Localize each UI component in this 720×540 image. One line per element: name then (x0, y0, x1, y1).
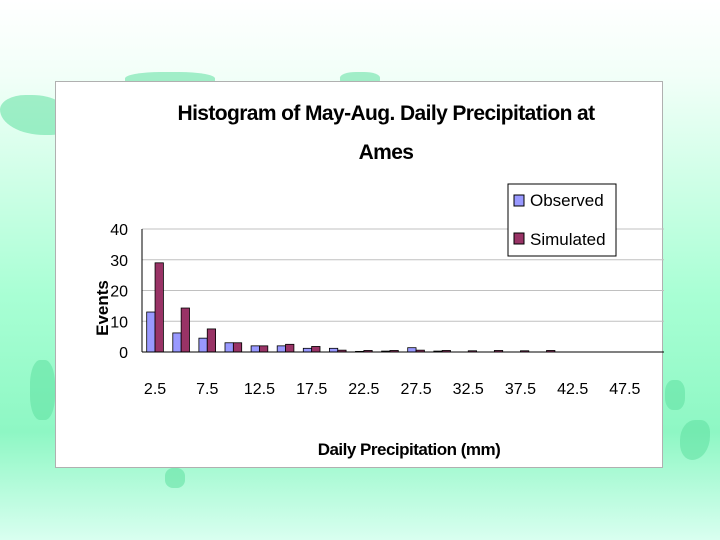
chart-panel: Histogram of May-Aug. Daily Precipitatio… (55, 81, 664, 468)
decorative-shape (665, 380, 685, 410)
legend-box (507, 183, 617, 257)
y-tick-label: 40 (110, 222, 128, 239)
bar-simulated-3 (232, 342, 243, 353)
bar-simulated-1 (180, 307, 190, 353)
bar-observed-1 (172, 332, 182, 353)
x-tick-label: 42.5 (557, 381, 588, 398)
bar-observed-4 (250, 345, 260, 353)
legend-swatch-observed (513, 194, 525, 207)
bar-observed-2 (198, 337, 208, 353)
histogram-chart: Histogram of May-Aug. Daily Precipitatio… (93, 102, 664, 459)
bar-simulated-5 (285, 343, 295, 353)
decorative-shape (680, 420, 710, 460)
legend-label-observed: Observed (530, 191, 604, 210)
y-tick-label: 0 (119, 345, 128, 362)
bar-observed-3 (224, 342, 234, 353)
bar-observed-6 (302, 347, 313, 353)
legend: Observed Simulated (507, 183, 617, 257)
chart-title-line-1: Histogram of May-Aug. Daily Precipitatio… (178, 102, 596, 125)
bar-simulated-4 (259, 345, 269, 353)
y-tick-label: 10 (110, 314, 128, 331)
bar-observed-5 (276, 345, 286, 353)
bars (146, 262, 556, 353)
x-tick-label: 22.5 (348, 381, 379, 398)
x-tick-label: 7.5 (196, 381, 218, 398)
x-tick-label: 12.5 (244, 381, 275, 398)
decorative-shape (30, 360, 55, 420)
y-tick-labels: 0 10 20 30 40 (110, 222, 128, 362)
axes (141, 229, 664, 353)
y-tick-label: 30 (110, 253, 128, 270)
chart-title-line-2: Ames (359, 141, 414, 164)
bar-observed-0 (146, 311, 156, 353)
decorative-shape (165, 468, 185, 488)
y-tick-label: 20 (110, 284, 128, 301)
x-tick-label: 47.5 (609, 381, 640, 398)
bar-observed-10 (407, 347, 417, 353)
bar-simulated-0 (154, 262, 164, 353)
x-tick-label: 32.5 (453, 381, 484, 398)
bar-observed-7 (328, 347, 339, 353)
x-tick-labels: 2.5 7.5 12.5 17.5 22.5 27.5 32.5 37.5 42.5 47.5 (144, 381, 641, 398)
bar-simulated-6 (311, 346, 321, 353)
bar-simulated-2 (206, 328, 217, 353)
x-axis-title: Daily Precipitation (mm) (318, 440, 501, 459)
x-tick-label: 2.5 (144, 381, 166, 398)
legend-swatch-simulated (513, 232, 525, 245)
y-axis-title: Events (93, 280, 112, 336)
x-tick-label: 17.5 (296, 381, 327, 398)
x-tick-label: 37.5 (505, 381, 536, 398)
legend-label-simulated: Simulated (530, 230, 606, 249)
x-tick-label: 27.5 (400, 381, 431, 398)
